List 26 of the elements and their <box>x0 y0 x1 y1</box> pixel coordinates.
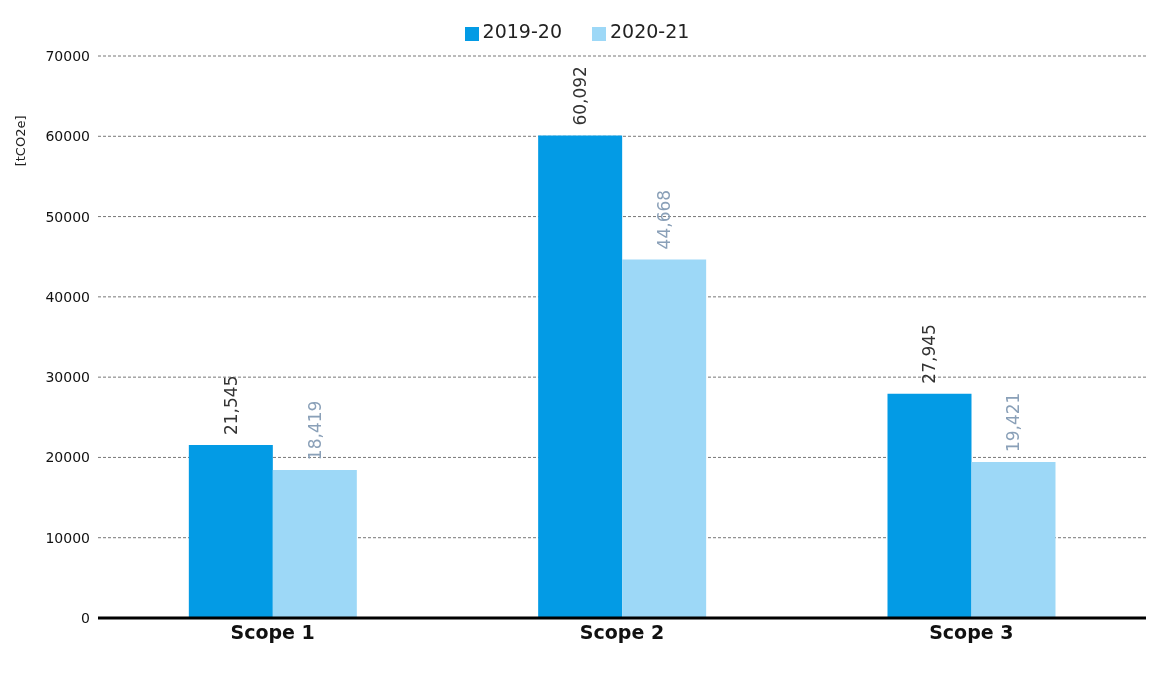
legend-label: 2019-20 <box>482 20 562 42</box>
bar <box>887 393 972 618</box>
x-tick-label: Scope 2 <box>579 621 665 644</box>
y-tick-label: 10000 <box>45 529 90 546</box>
y-tick-label: 40000 <box>45 288 90 305</box>
x-tick-label: Scope 1 <box>230 621 315 644</box>
bar <box>272 470 357 618</box>
y-tick-label: 70000 <box>45 47 90 64</box>
y-axis-title: [tCO2e] <box>12 115 28 169</box>
data-label: 60,092 <box>570 66 591 126</box>
bar <box>971 462 1056 618</box>
bar <box>538 135 623 618</box>
y-tick-label: 20000 <box>45 449 90 466</box>
data-label: 44,668 <box>654 189 675 250</box>
bar <box>622 259 707 618</box>
x-tick-label: Scope 3 <box>929 621 1014 644</box>
bar <box>188 445 273 618</box>
data-label: 21,545 <box>220 375 241 436</box>
y-tick-label: 50000 <box>45 208 90 225</box>
y-tick-label: 30000 <box>45 369 90 386</box>
data-label: 27,945 <box>919 324 940 384</box>
y-tick-label: 60000 <box>45 128 90 145</box>
legend-label: 2020-21 <box>610 20 690 42</box>
data-label: 19,421 <box>1003 392 1024 453</box>
y-tick-label: 0 <box>81 609 90 626</box>
data-label: 18,419 <box>304 400 325 461</box>
